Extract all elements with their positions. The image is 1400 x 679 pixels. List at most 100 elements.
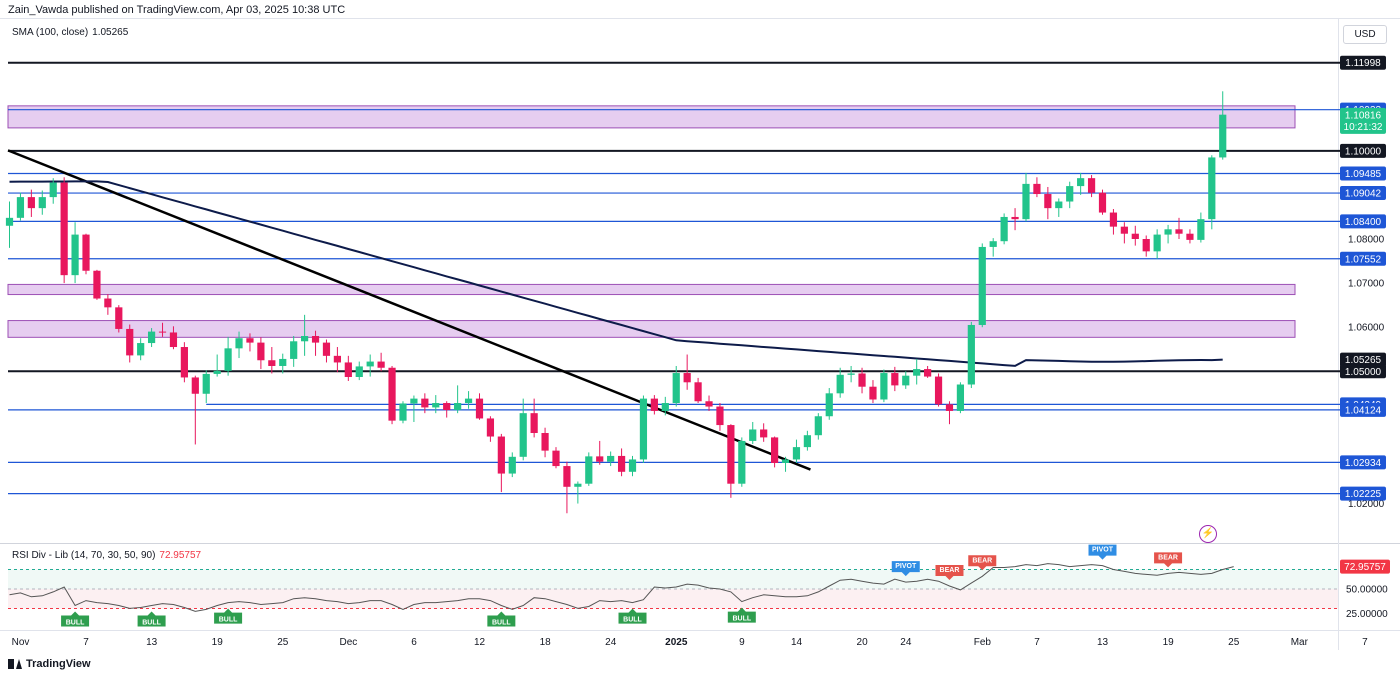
candle-body: [1000, 216, 1008, 242]
candle: [268, 347, 276, 374]
rsi-signal-bull: BULL: [618, 608, 647, 624]
current-price-bg: [1340, 107, 1386, 134]
candle: [322, 339, 331, 363]
price-label: 1.02934: [1345, 458, 1382, 469]
candle: [530, 398, 538, 438]
candle-body: [1142, 239, 1150, 252]
candle-body: [1120, 226, 1128, 234]
rsi-legend-label: RSI Div - Lib (14, 70, 30, 50, 90): [12, 550, 156, 561]
candle-body: [475, 398, 484, 419]
time-tick-label: 24: [605, 637, 617, 648]
candle-body: [322, 342, 331, 356]
candle-body: [552, 450, 560, 467]
candle: [650, 395, 658, 415]
candle: [956, 382, 965, 414]
candle: [1142, 235, 1150, 257]
time-tick-label: 25: [1228, 637, 1240, 648]
candle-body: [421, 398, 429, 408]
candle-body: [1219, 114, 1227, 158]
price-label: 1.02225: [1345, 489, 1382, 500]
candle: [158, 322, 167, 337]
candle-body: [1055, 201, 1063, 209]
candle: [825, 388, 833, 420]
rsi-signal-text: BEAR: [1158, 554, 1178, 561]
sma-legend[interactable]: SMA (100, close) 1.05265: [12, 27, 128, 38]
price-label-bg: [1340, 402, 1386, 417]
candle-body: [115, 307, 123, 329]
current-price-label: 1.10816: [1345, 110, 1382, 121]
candle: [989, 238, 997, 257]
candle: [803, 430, 811, 451]
candle: [377, 352, 385, 372]
candle-body: [5, 217, 14, 226]
rsi-signal-bear: BEAR: [1154, 552, 1183, 568]
time-tick-label: 12: [474, 637, 486, 648]
price-axis: 1.080001.070001.060001.020001.119981.109…: [1340, 55, 1386, 510]
candle-body: [1197, 219, 1205, 240]
price-tick-label: 1.02000: [1348, 499, 1385, 510]
candle-body: [978, 246, 986, 325]
candle: [913, 358, 921, 385]
candle-body: [126, 328, 134, 356]
time-tick-label: 20: [857, 637, 869, 648]
candle-body: [344, 362, 352, 378]
candle: [1098, 189, 1107, 215]
candle: [738, 437, 746, 487]
candle-body: [486, 418, 495, 437]
candle: [727, 424, 735, 498]
price-label-bg: [1340, 214, 1386, 229]
candle: [705, 395, 713, 411]
candle-body: [683, 373, 691, 383]
rsi-signal-marker: [1088, 544, 1117, 560]
rsi-signal-text: BULL: [492, 620, 511, 627]
candle-body: [71, 234, 79, 276]
lightning-icon[interactable]: ⚡: [1199, 525, 1217, 543]
candle: [508, 452, 516, 478]
rsi-signal-marker: [214, 608, 243, 624]
candle-body: [333, 355, 341, 363]
rsi-signal-marker: [618, 608, 647, 624]
candle-body: [585, 456, 593, 484]
rsi-signal-text: BULL: [623, 617, 642, 624]
rsi-signal-bull: BULL: [214, 608, 243, 624]
candle: [978, 243, 986, 328]
candle: [27, 189, 35, 217]
candle: [311, 330, 320, 356]
price-label: 1.08400: [1345, 217, 1382, 228]
candle: [355, 361, 363, 381]
candle: [934, 373, 943, 407]
candle: [497, 433, 505, 493]
candle-body: [617, 455, 626, 472]
candle: [180, 342, 188, 383]
currency-button[interactable]: USD: [1343, 25, 1387, 44]
candle-body: [454, 403, 462, 411]
candle: [5, 201, 14, 248]
candle-body: [1044, 194, 1052, 209]
candle-body: [672, 373, 680, 404]
candle-body: [377, 361, 385, 368]
candle: [814, 413, 822, 440]
candle: [104, 294, 112, 315]
candle: [399, 401, 407, 424]
candle-body: [443, 403, 451, 411]
rsi-signal-marker: [935, 565, 964, 581]
candle-body: [563, 466, 571, 487]
candle-body: [705, 401, 713, 407]
rsi-signal-bear: BEAR: [935, 565, 964, 581]
candle-body: [694, 382, 702, 402]
candle-body: [902, 375, 910, 386]
candle: [366, 354, 374, 377]
candle-body: [924, 369, 932, 377]
candle-body: [771, 437, 779, 463]
candle-body: [1033, 183, 1041, 195]
rsi-legend[interactable]: RSI Div - Lib (14, 70, 30, 50, 90) 72.957…: [12, 550, 201, 561]
tradingview-logo: TradingView: [8, 658, 91, 670]
candle-body: [989, 241, 997, 247]
candle: [1000, 213, 1008, 245]
rsi-tick-label: 50.00000: [1346, 584, 1388, 595]
rsi-signal-bear: BEAR: [968, 555, 997, 571]
candle: [169, 326, 178, 350]
rsi-signal-text: BEAR: [940, 567, 960, 574]
rsi-tick-label: 25.00000: [1346, 609, 1388, 620]
